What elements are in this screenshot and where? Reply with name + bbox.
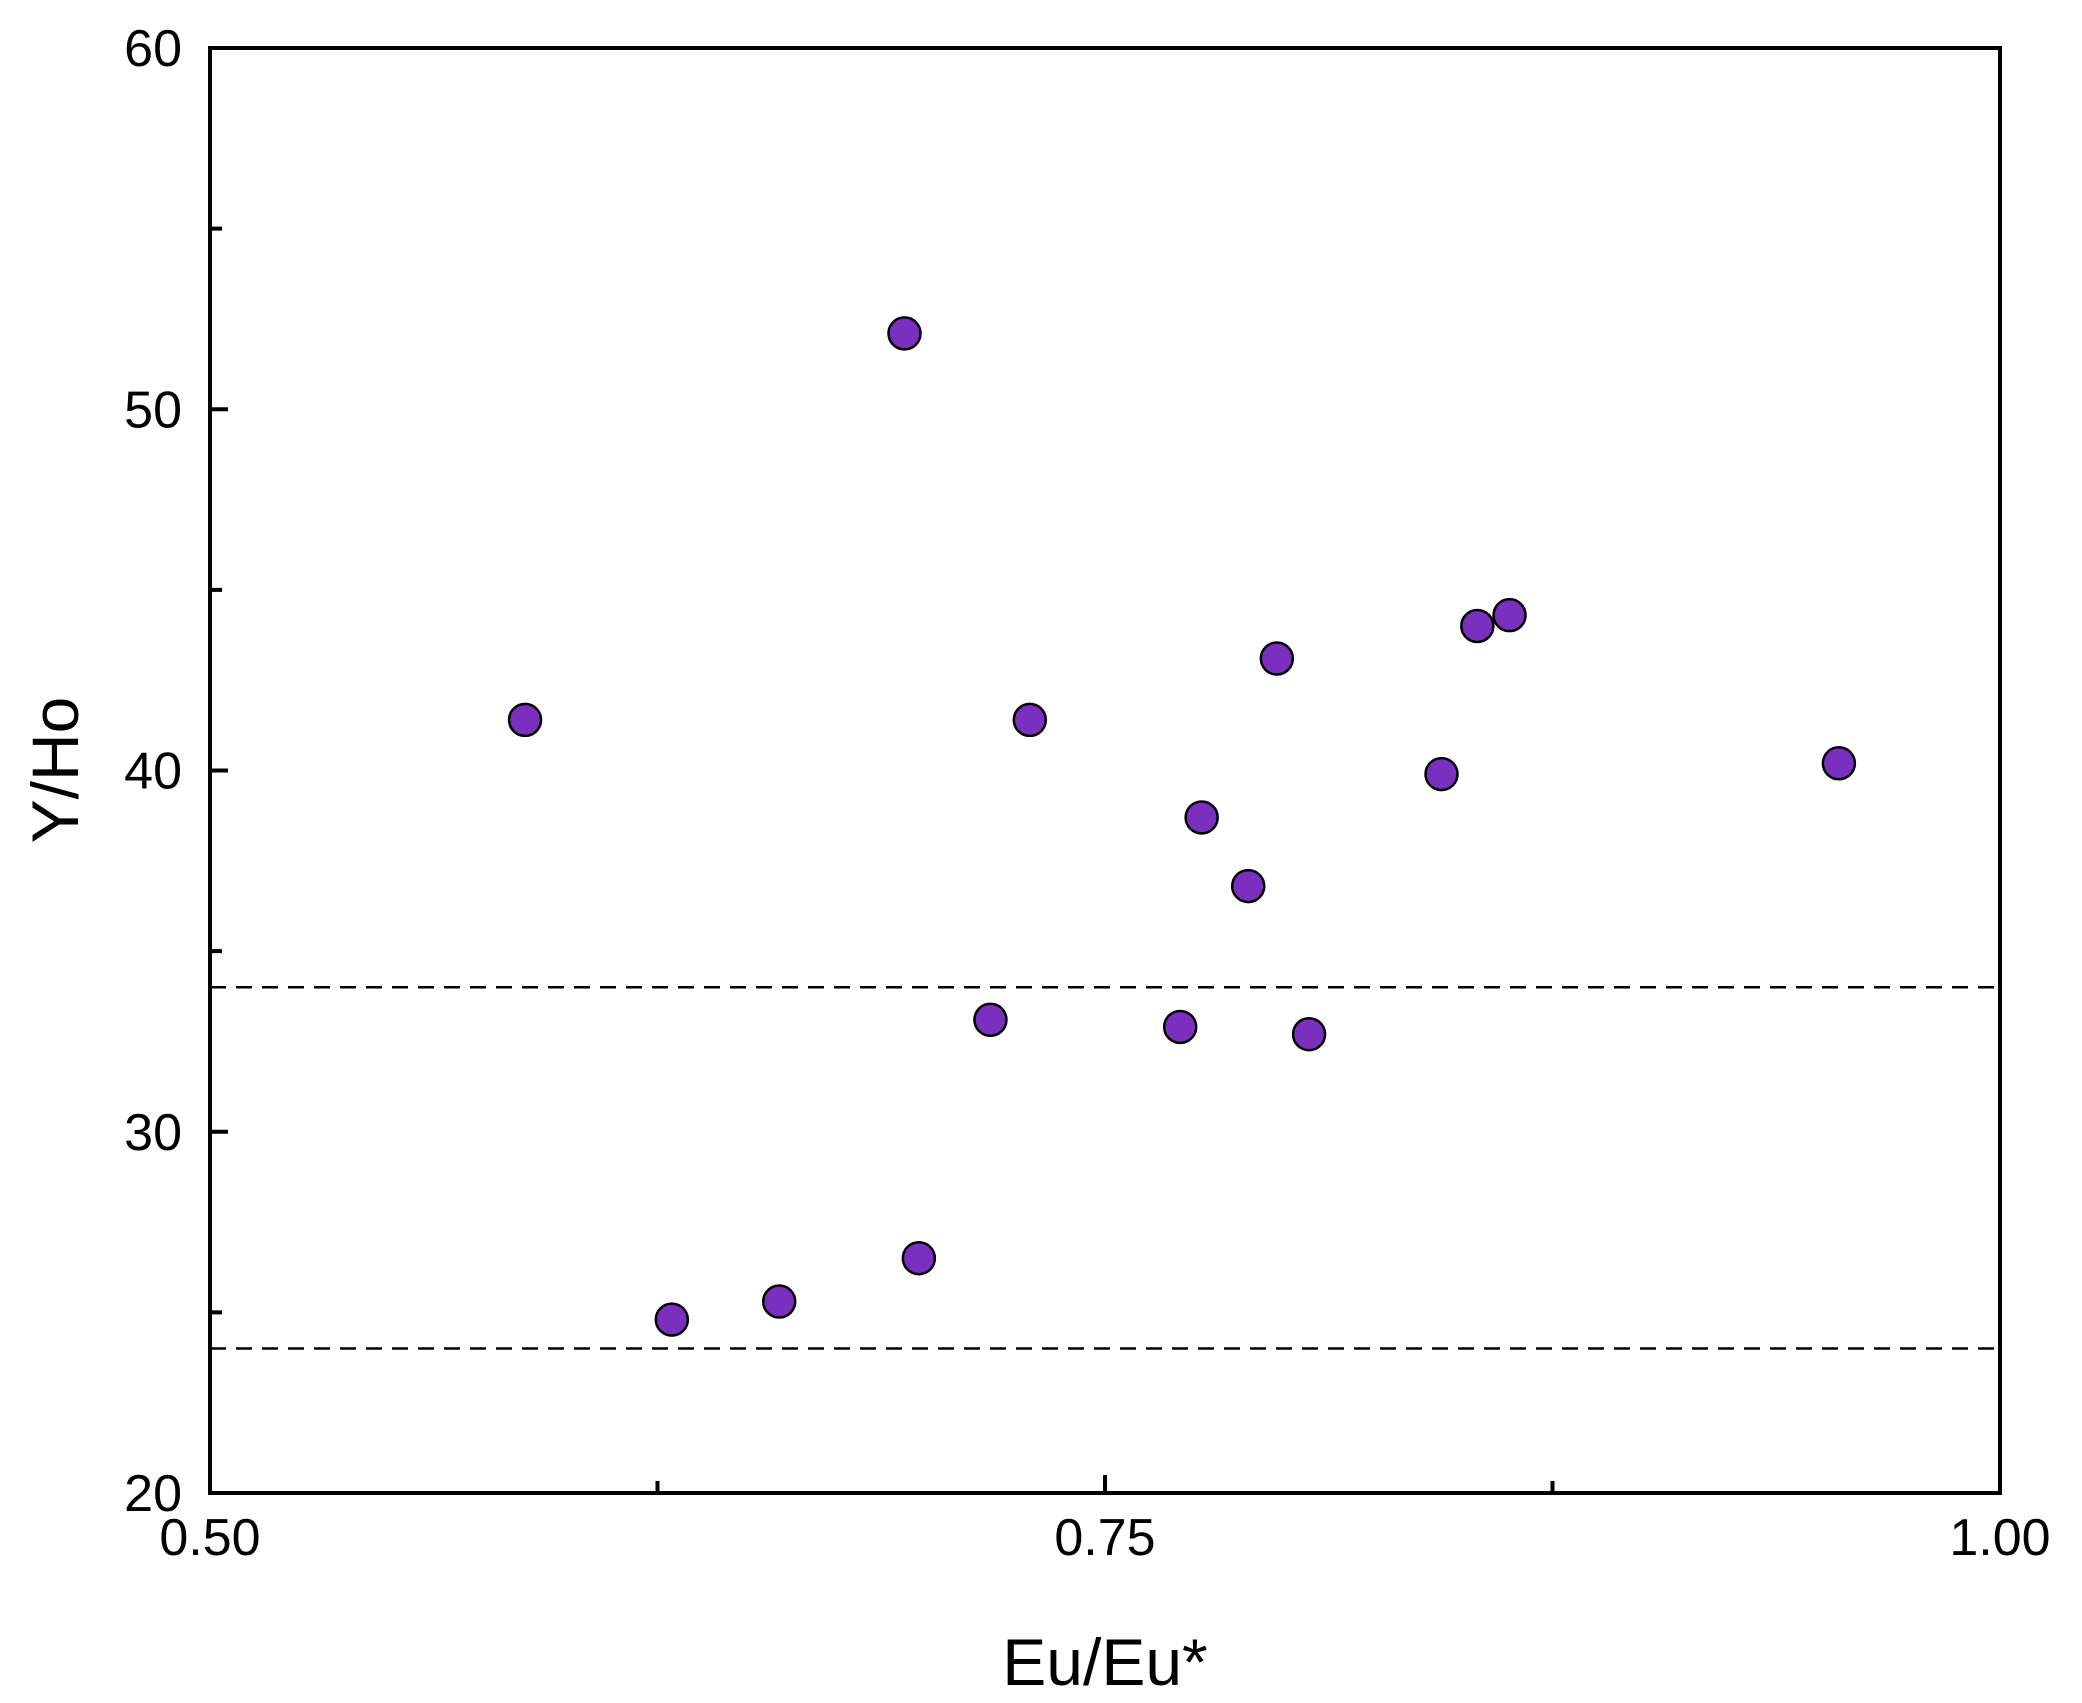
y-tick-label: 40	[124, 743, 182, 801]
x-tick-label: 0.75	[1054, 1509, 1155, 1567]
data-point	[761, 1284, 797, 1319]
data-point	[1012, 702, 1048, 738]
y-axis-ticks: 20 30 40 50 60	[124, 20, 228, 1523]
data-point	[654, 1302, 690, 1337]
y-tick-label: 50	[124, 381, 182, 439]
data-point	[887, 316, 922, 351]
data-point	[1162, 1009, 1198, 1045]
data-point	[1291, 1016, 1327, 1052]
y-axis-title: Y/Ho	[18, 697, 92, 844]
data-point	[507, 702, 543, 738]
data-point	[973, 1002, 1008, 1038]
data-point	[1230, 868, 1266, 904]
data-point	[1821, 746, 1857, 781]
data-point	[1460, 608, 1495, 644]
y-tick-label: 60	[124, 20, 182, 78]
y-tick-label: 30	[124, 1104, 182, 1162]
x-tick-label: 1.00	[1949, 1509, 2050, 1567]
data-point	[1492, 597, 1527, 633]
x-axis-title: Eu/Eu*	[1002, 1625, 1207, 1699]
data-point	[1259, 641, 1295, 676]
data-points	[507, 316, 1857, 1337]
data-point	[1184, 800, 1219, 835]
x-tick-label: 0.50	[159, 1509, 260, 1567]
data-point	[1424, 756, 1459, 792]
x-axis-ticks: 0.50 0.75 1.00	[159, 1475, 2051, 1567]
y-tick-label: 20	[124, 1465, 182, 1523]
reference-lines	[210, 986, 2000, 1350]
data-point	[901, 1240, 937, 1276]
plot-frame	[208, 46, 2002, 1495]
